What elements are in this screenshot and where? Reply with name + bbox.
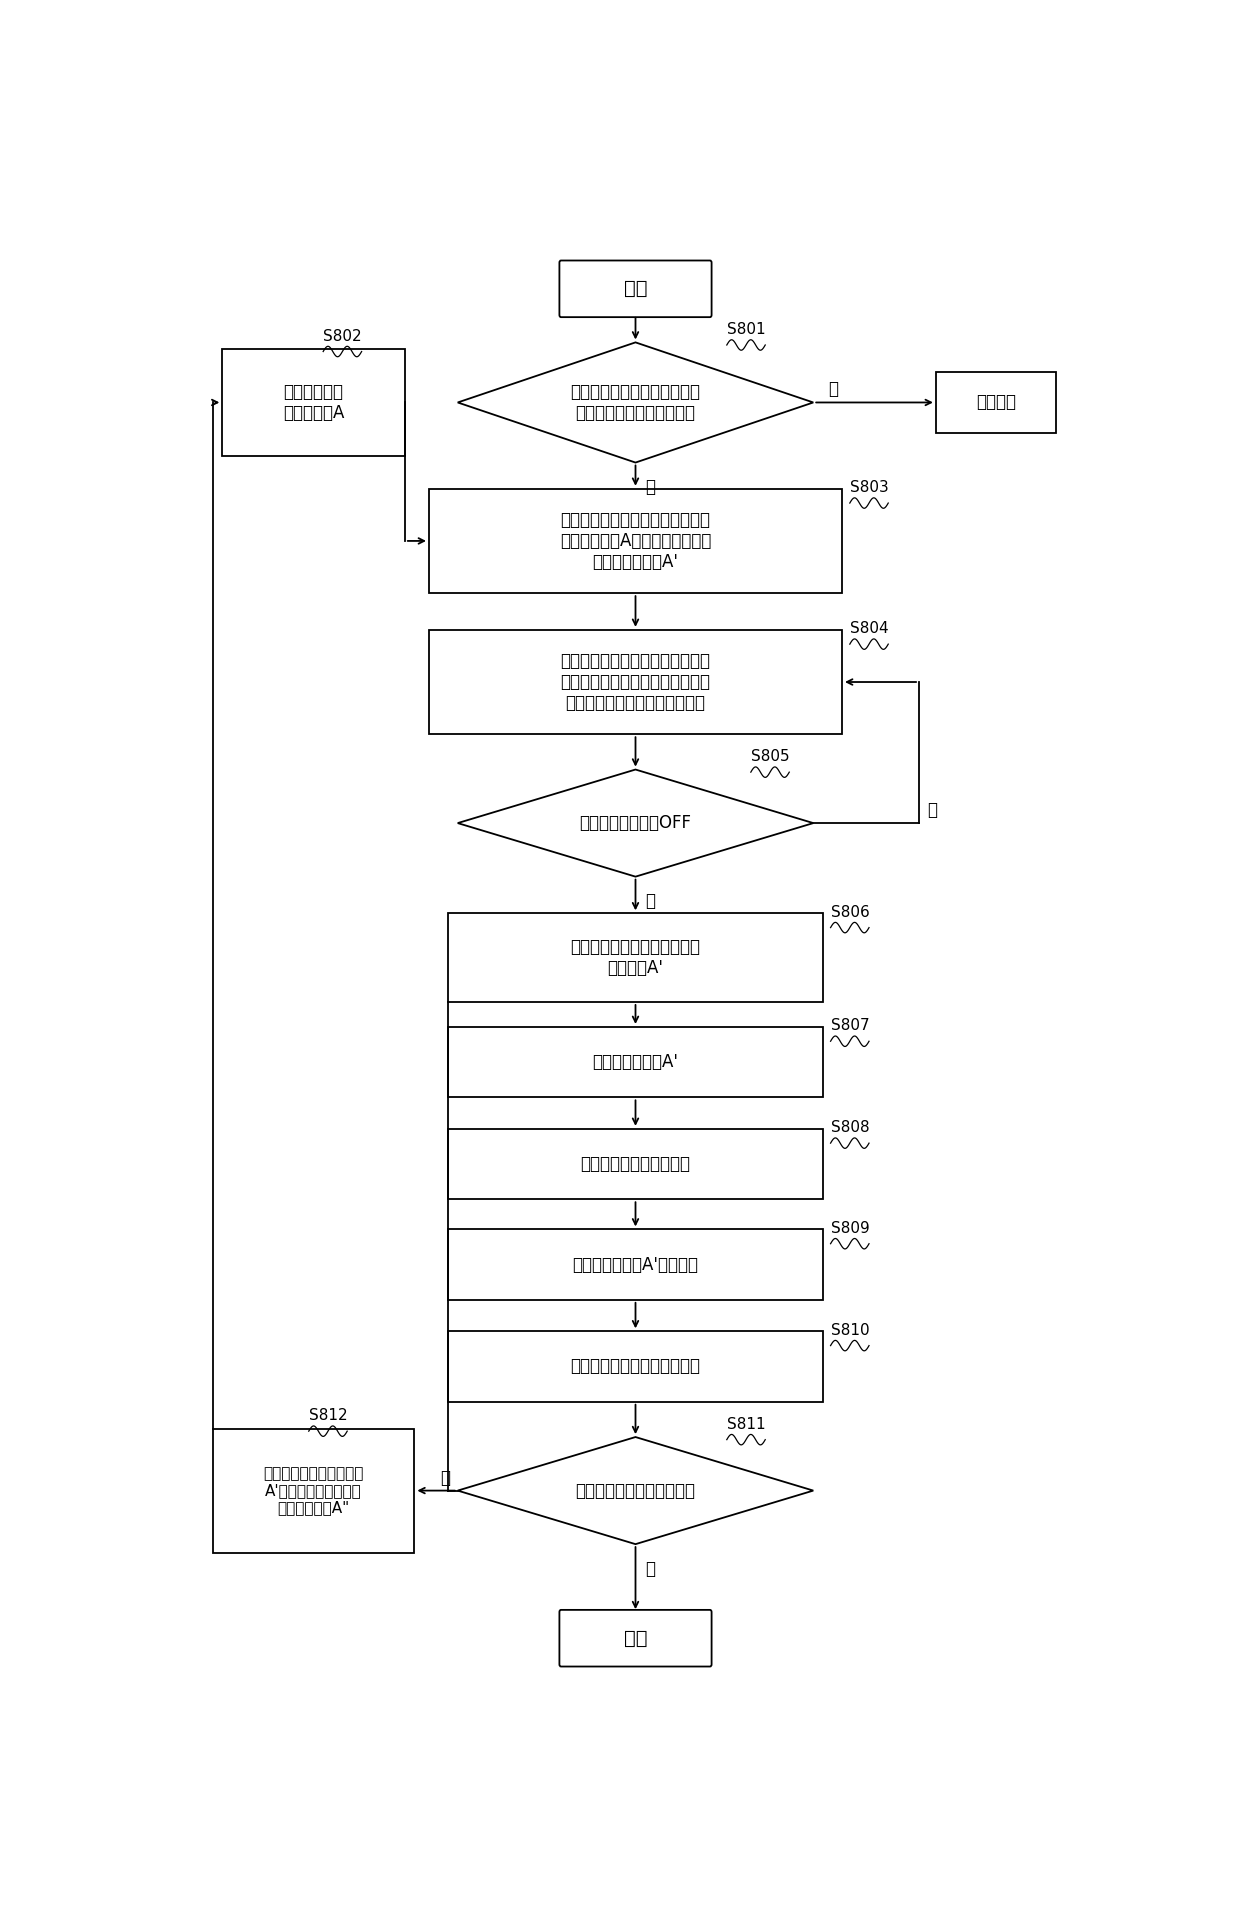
FancyBboxPatch shape [559,1610,712,1666]
FancyBboxPatch shape [559,261,712,316]
Text: 否: 否 [828,380,838,399]
Text: 获取加速度传感器的信号波形: 获取加速度传感器的信号波形 [570,1357,701,1376]
Bar [448,912,823,1003]
Text: 否: 否 [926,801,936,819]
Bar [429,631,842,734]
Text: 是: 是 [645,891,655,911]
Bar [448,1129,823,1200]
Text: 是: 是 [645,1560,655,1578]
Text: 与整车控制器进行通信，判断
汽车是否处于思速充电工况: 与整车控制器进行通信，判断 汽车是否处于思速充电工况 [570,383,701,422]
Bar [448,1028,823,1097]
Text: 获取凸轮轴传感器的信号，推算发
动机中活塞的运动位置，推算发动
机燃烧时刻，进而计算延时时间: 获取凸轮轴传感器的信号，推算发 动机中活塞的运动位置，推算发动 机燃烧时刻，进而… [560,652,711,711]
Bar [448,1229,823,1300]
Bar [213,1428,414,1553]
Text: 获取混合动力汽车的充电功率，根
据充电功率对A进行修正，以获得
第一修正电流値A': 获取混合动力汽车的充电功率，根 据充电功率对A进行修正，以获得 第一修正电流値A… [559,512,712,571]
Text: S803: S803 [849,481,889,495]
Polygon shape [458,769,813,876]
Text: 延迟信号是否处于OFF: 延迟信号是否处于OFF [579,815,692,832]
Bar [222,349,404,456]
Text: 结束: 结束 [624,1629,647,1649]
Text: 检测驱动电路的工作电流: 检测驱动电路的工作电流 [580,1156,691,1173]
Text: S811: S811 [727,1417,765,1432]
Text: 否: 否 [440,1468,450,1486]
Text: S804: S804 [849,621,888,636]
Text: S810: S810 [831,1323,869,1338]
Text: S809: S809 [831,1221,869,1236]
Polygon shape [458,343,813,462]
Text: S802: S802 [324,328,362,343]
Polygon shape [458,1438,813,1545]
Text: 根据工作电流对A'进行调整: 根据工作电流对A'进行调整 [573,1256,698,1273]
Text: 根据减振效果对调整后的
A'进行修正，以获得第
二修正电流値A": 根据减振效果对调整后的 A'进行修正，以获得第 二修正电流値A" [263,1467,363,1516]
Text: S807: S807 [831,1018,869,1033]
Text: S812: S812 [309,1409,347,1422]
Text: 是: 是 [645,477,655,497]
Text: S801: S801 [727,322,765,337]
Text: 开始: 开始 [624,280,647,299]
Bar [936,372,1056,433]
Text: S805: S805 [751,750,790,765]
Text: 向驱动电路输入A': 向驱动电路输入A' [593,1052,678,1072]
Text: 对驱动电路进行占空比控制，
从而得到A': 对驱动电路进行占空比控制， 从而得到A' [570,937,701,978]
Text: 预处理，获得
目标电流値A: 预处理，获得 目标电流値A [283,383,345,422]
Text: 判断减振效果是否符合条件: 判断减振效果是否符合条件 [575,1482,696,1499]
Text: 其它工况: 其它工况 [976,393,1016,412]
Bar [429,489,842,592]
Text: S808: S808 [831,1120,869,1135]
Text: S806: S806 [831,905,869,920]
Bar [448,1330,823,1401]
